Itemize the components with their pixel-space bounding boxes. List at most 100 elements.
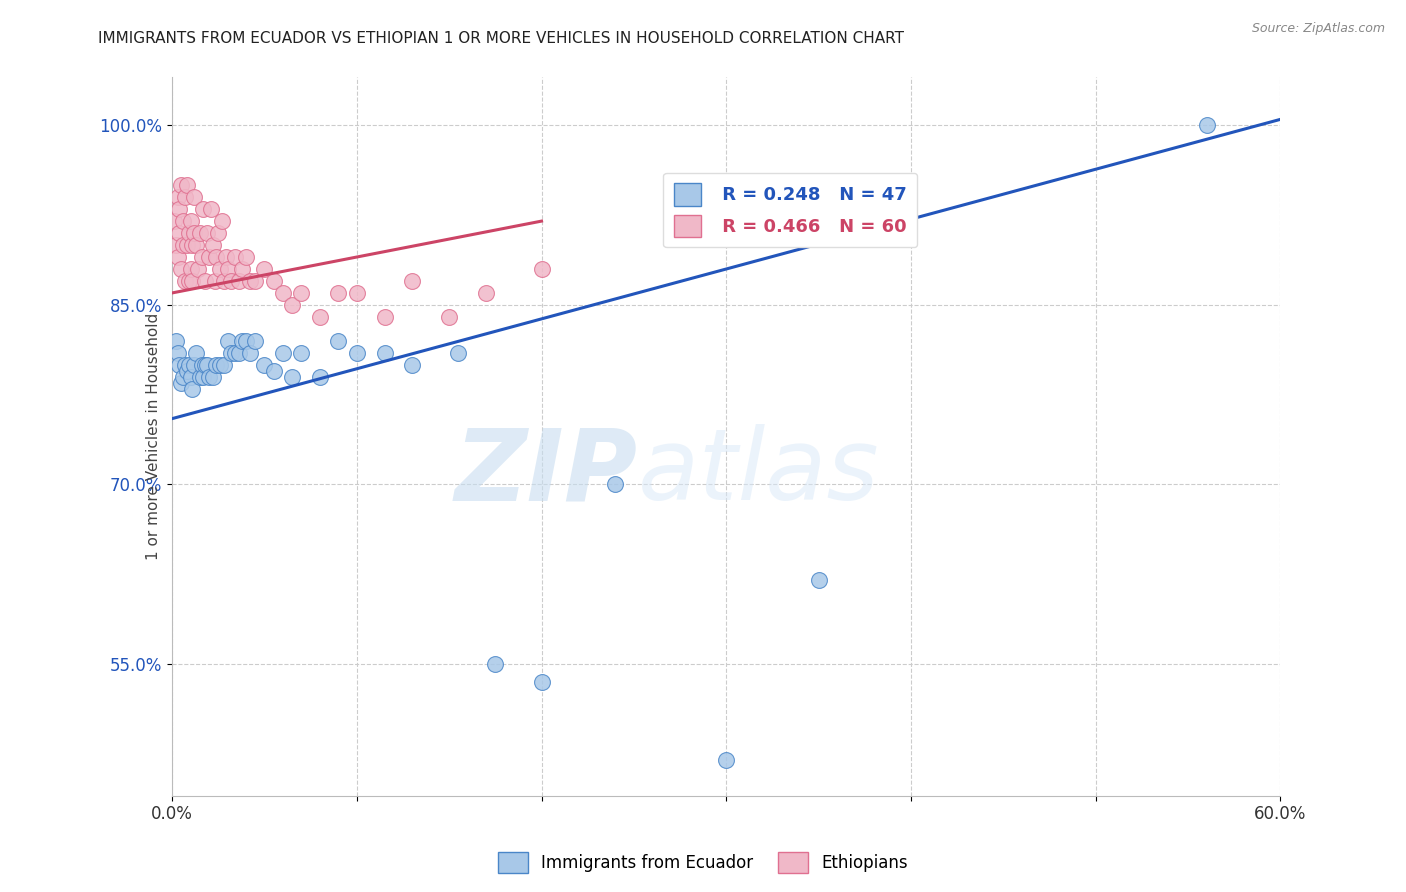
Point [201,369,224,384]
Point [172,214,194,228]
Point [224,250,246,264]
Point [207,226,229,240]
Point [200,202,222,216]
Point [193,202,215,216]
Text: atlas: atlas [637,424,879,521]
Point [228,346,250,360]
Point [484,657,506,671]
Point [235,334,257,348]
Point [172,369,194,384]
Point [228,274,250,288]
Point [530,262,553,277]
Point [245,334,267,348]
Point [169,202,191,216]
Point [172,238,194,252]
Legend:  R = 0.248   N = 47,  R = 0.466   N = 60: R = 0.248 N = 47, R = 0.466 N = 60 [664,173,917,247]
Point [308,369,330,384]
Point [253,262,276,277]
Point [263,364,285,378]
Point [328,334,350,348]
Point [177,358,200,372]
Point [447,346,470,360]
Point [183,358,205,372]
Point [170,178,193,193]
Point [475,285,498,300]
Point [235,250,257,264]
Point [174,190,197,204]
Point [165,334,187,348]
Point [166,250,188,264]
Point [188,369,211,384]
Point [195,226,218,240]
Point [1195,119,1218,133]
Text: Source: ZipAtlas.com: Source: ZipAtlas.com [1251,22,1385,36]
Point [209,358,232,372]
Point [184,238,207,252]
Point [177,226,200,240]
Point [217,334,239,348]
Point [290,285,312,300]
Point [169,358,191,372]
Point [194,358,217,372]
Point [281,298,304,312]
Point [308,310,330,324]
Point [180,369,202,384]
Point [180,262,202,277]
Point [328,285,350,300]
Point [184,346,207,360]
Point [165,238,187,252]
Point [214,250,236,264]
Point [231,334,253,348]
Point [195,358,218,372]
Point [401,274,423,288]
Y-axis label: 1 or more Vehicles in Household: 1 or more Vehicles in Household [146,313,160,560]
Point [239,346,262,360]
Point [209,262,232,277]
Point [219,346,242,360]
Point [166,346,188,360]
Point [205,358,228,372]
Point [188,226,211,240]
Point [190,250,212,264]
Point [346,346,368,360]
Point [605,477,627,491]
Point [263,274,285,288]
Point [170,262,193,277]
Point [290,346,312,360]
Point [217,262,239,277]
Point [193,369,215,384]
Point [181,238,204,252]
Point [176,178,198,193]
Point [212,358,235,372]
Point [198,250,221,264]
Point [187,262,209,277]
Point [166,190,188,204]
Point [253,358,276,372]
Point [181,274,204,288]
Point [211,214,233,228]
Legend: Immigrants from Ecuador, Ethiopians: Immigrants from Ecuador, Ethiopians [491,846,915,880]
Point [176,364,198,378]
Point [169,226,191,240]
Point [177,274,200,288]
Point [245,274,267,288]
Point [190,358,212,372]
Point [204,274,226,288]
Point [373,346,395,360]
Point [183,190,205,204]
Point [807,574,830,588]
Point [174,274,197,288]
Point [180,214,202,228]
Point [198,369,221,384]
Point [170,376,193,390]
Point [183,226,205,240]
Text: IMMIGRANTS FROM ECUADOR VS ETHIOPIAN 1 OR MORE VEHICLES IN HOUSEHOLD CORRELATION: IMMIGRANTS FROM ECUADOR VS ETHIOPIAN 1 O… [98,31,904,46]
Point [437,310,460,324]
Point [373,310,395,324]
Text: ZIP: ZIP [454,424,637,521]
Point [716,753,738,767]
Point [201,238,224,252]
Point [231,262,253,277]
Point [219,274,242,288]
Point [176,238,198,252]
